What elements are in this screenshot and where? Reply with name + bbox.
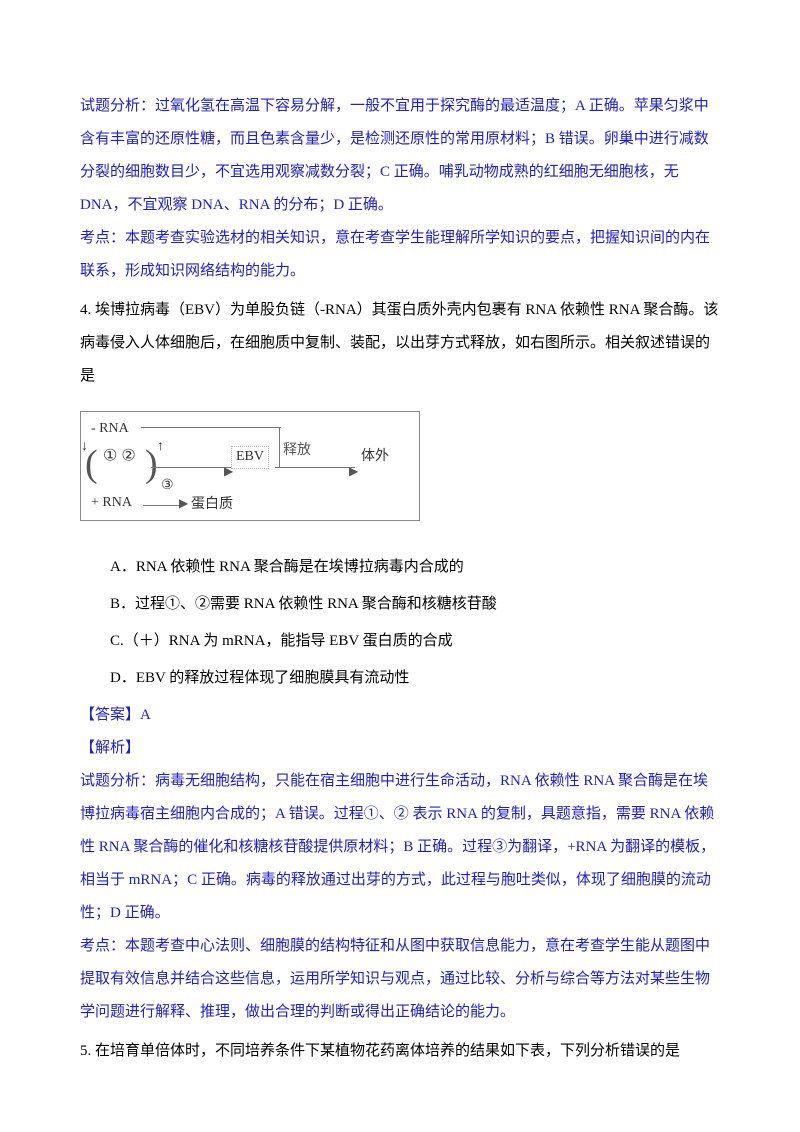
figure-line-icon xyxy=(141,427,281,428)
option-a: A．RNA 依赖性 RNA 聚合酶是在埃博拉病毒内合成的 xyxy=(110,551,720,584)
figure-release-label: 释放 xyxy=(283,442,311,460)
option-b: B．过程①、②需要 RNA 依赖性 RNA 聚合酶和核糖核苷酸 xyxy=(110,588,720,621)
figure-protein-label: 蛋白质 xyxy=(191,496,233,514)
answer-label: 【答案】A xyxy=(80,699,720,732)
figure-line-icon xyxy=(275,467,355,468)
figure-line-icon xyxy=(151,467,231,468)
figure-line-icon xyxy=(143,505,183,506)
analysis-4-p2: 考点：本题考查中心法则、细胞膜的结构特征和从图中获取信息能力，意在考查学生能从题… xyxy=(80,930,720,1029)
question-5-stem: 5. 在培育单倍体时，不同培养条件下某植物花药离体培养的结果如下表，下列分析错误… xyxy=(80,1035,720,1068)
figure-ebv-box: EBV xyxy=(231,446,269,468)
analysis-4-p1: 试题分析：病毒无细胞结构，只能在宿主细胞中进行生命活动，RNA 依赖性 RNA … xyxy=(80,765,720,930)
option-c: C.（＋）RNA 为 mRNA，能指导 EBV 蛋白质的合成 xyxy=(110,625,720,658)
figure-outside-label: 体外 xyxy=(361,448,389,466)
figure-rna-minus-label: - RNA xyxy=(91,420,129,438)
arrow-up-icon: ↑ xyxy=(157,438,164,456)
question-4-stem: 4. 埃博拉病毒（EBV）为单股负链（-RNA）其蛋白质外壳内包裹有 RNA 依… xyxy=(80,294,720,393)
figure-step-3: ③ xyxy=(161,477,174,495)
explain-label: 【解析】 xyxy=(80,732,720,765)
arrow-right-icon: ▶ xyxy=(179,496,188,512)
arrow-down-icon: ↓ xyxy=(81,438,88,456)
paren-right-icon: ) xyxy=(145,440,158,489)
figure-step-1-2: ① ② xyxy=(103,447,136,468)
arrow-right-icon: ▶ xyxy=(349,464,358,480)
analysis-prev-p1: 试题分析：过氧化氢在高温下容易分解，一般不宜用于探究酶的最适温度；A 正确。苹果… xyxy=(80,90,720,222)
question-4-figure: - RNA + RNA ( ) ↓ ↑ ① ② ③ ▶ EBV ▶ 释放 体外 … xyxy=(80,405,720,533)
question-4-options: A．RNA 依赖性 RNA 聚合酶是在埃博拉病毒内合成的 B．过程①、②需要 R… xyxy=(80,551,720,695)
figure-box: - RNA + RNA ( ) ↓ ↑ ① ② ③ ▶ EBV ▶ 释放 体外 … xyxy=(80,411,420,521)
figure-line-icon xyxy=(279,427,280,467)
option-d: D．EBV 的释放过程体现了细胞膜具有流动性 xyxy=(110,662,720,695)
figure-rna-plus-label: + RNA xyxy=(91,494,132,512)
analysis-prev-p2: 考点：本题考查实验选材的相关知识，意在考查学生能理解所学知识的要点，把握知识间的… xyxy=(80,222,720,288)
